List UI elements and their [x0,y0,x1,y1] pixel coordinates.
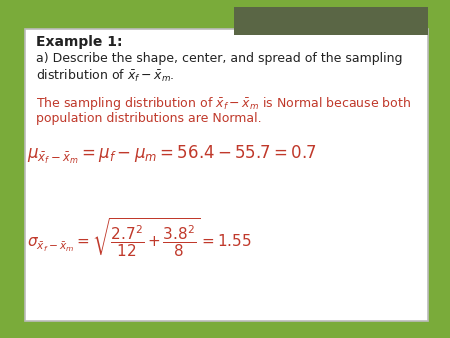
Text: a) Describe the shape, center, and spread of the sampling: a) Describe the shape, center, and sprea… [36,52,402,65]
FancyBboxPatch shape [234,7,428,35]
FancyBboxPatch shape [25,29,427,321]
Text: The sampling distribution of $\bar{x}_f - \bar{x}_m$ is Normal because both: The sampling distribution of $\bar{x}_f … [36,95,411,112]
Text: $\sigma_{\bar{x}_f-\bar{x}_m} = \sqrt{\dfrac{2.7^2}{12}+\dfrac{3.8^2}{8}} = 1.55: $\sigma_{\bar{x}_f-\bar{x}_m} = \sqrt{\d… [27,216,252,258]
Text: $\mu_{\bar{x}_f-\bar{x}_m} = \mu_f - \mu_m = 56.4 - 55.7 = 0.7$: $\mu_{\bar{x}_f-\bar{x}_m} = \mu_f - \mu… [27,144,316,166]
Text: population distributions are Normal.: population distributions are Normal. [36,112,261,125]
Text: distribution of $\bar{x}_f - \bar{x}_m$.: distribution of $\bar{x}_f - \bar{x}_m$. [36,68,175,84]
Text: Example 1:: Example 1: [36,35,122,49]
